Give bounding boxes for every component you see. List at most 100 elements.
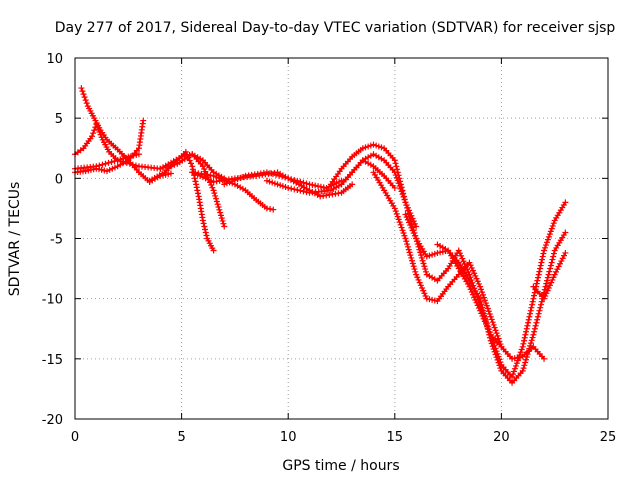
- data-point: [555, 263, 562, 270]
- data-point: [300, 188, 307, 195]
- data-point: [395, 180, 402, 187]
- data-point: [521, 362, 528, 369]
- data-point: [420, 287, 427, 294]
- data-point: [521, 337, 528, 344]
- data-point: [524, 322, 531, 329]
- series-arc12: [338, 151, 505, 350]
- axis-ticks: 0 5 10 15 20 25 -20 -15 -10 -5 0 5 10: [42, 52, 617, 445]
- data-point: [434, 249, 441, 256]
- data-point: [523, 356, 529, 363]
- data-point: [529, 301, 536, 308]
- data-point: [534, 316, 541, 323]
- data-point: [402, 235, 409, 242]
- data-point: [421, 290, 428, 297]
- data-point: [484, 325, 491, 332]
- data-point: [548, 225, 555, 232]
- data-point: [408, 254, 415, 261]
- data-point: [209, 184, 216, 191]
- data-point: [82, 168, 89, 175]
- data-point: [422, 268, 429, 275]
- data-point: [419, 284, 426, 291]
- data-point: [545, 284, 552, 291]
- data-point: [199, 174, 206, 181]
- data-point: [294, 187, 301, 194]
- data-point: [396, 182, 403, 189]
- data-point: [195, 190, 202, 197]
- data-point: [397, 221, 404, 228]
- x-tick-label: 0: [71, 430, 79, 445]
- data-point: [140, 117, 147, 124]
- data-point: [544, 236, 551, 243]
- data-point: [487, 313, 494, 320]
- data-point: [197, 172, 204, 179]
- data-point: [80, 91, 87, 98]
- data-point: [557, 260, 564, 267]
- data-point: [192, 178, 199, 185]
- data-point: [399, 227, 406, 234]
- data-point: [477, 295, 484, 302]
- data-point: [539, 256, 546, 263]
- data-point: [205, 176, 212, 183]
- x-tick-label: 5: [177, 430, 185, 445]
- x-tick-label: 25: [600, 430, 617, 445]
- data-point: [525, 319, 532, 326]
- data-point: [392, 160, 399, 167]
- data-point: [282, 174, 289, 181]
- data-point: [171, 161, 178, 168]
- data-point: [168, 162, 175, 169]
- data-point: [485, 308, 492, 315]
- data-point: [404, 204, 411, 211]
- data-point: [199, 217, 206, 224]
- data-point: [194, 187, 201, 194]
- data-point: [456, 250, 463, 257]
- data-point: [93, 163, 100, 170]
- data-point: [162, 164, 169, 171]
- data-point: [122, 154, 129, 161]
- data-point: [403, 202, 410, 209]
- data-point: [544, 277, 551, 284]
- data-point: [420, 260, 427, 267]
- data-point: [531, 325, 538, 332]
- data-point: [531, 289, 538, 296]
- data-point: [315, 183, 322, 190]
- y-tick-label: -15: [42, 353, 63, 368]
- data-point: [189, 166, 196, 173]
- data-point: [422, 266, 429, 273]
- data-point: [544, 274, 551, 281]
- data-point: [542, 244, 549, 251]
- data-point: [297, 178, 304, 185]
- data-point: [90, 130, 97, 137]
- data-point: [515, 354, 522, 361]
- data-point: [429, 251, 436, 258]
- data-series: [72, 85, 569, 386]
- data-point: [273, 171, 280, 178]
- data-point: [549, 256, 556, 263]
- grid: [75, 58, 608, 419]
- data-point: [521, 334, 528, 341]
- data-point: [473, 299, 480, 306]
- data-point: [320, 184, 327, 191]
- data-point: [491, 348, 498, 355]
- data-point: [516, 352, 523, 359]
- plot-frame: [74, 57, 609, 420]
- data-point: [193, 181, 200, 188]
- data-point: [359, 145, 366, 152]
- data-point: [422, 292, 429, 299]
- data-point: [410, 230, 417, 237]
- data-point: [530, 295, 537, 302]
- data-point: [404, 207, 411, 214]
- data-point: [87, 166, 94, 173]
- data-point: [481, 313, 488, 320]
- chart-title: Day 277 of 2017, Sidereal Day-to-day VTE…: [55, 20, 616, 36]
- x-axis-label: GPS time / hours: [282, 458, 399, 474]
- data-point: [109, 165, 116, 172]
- data-point: [417, 249, 424, 256]
- data-point: [416, 279, 423, 286]
- data-point: [217, 212, 224, 219]
- data-point: [529, 334, 536, 341]
- data-point: [543, 290, 550, 297]
- data-point: [527, 340, 534, 347]
- data-point: [530, 331, 537, 338]
- data-point: [519, 367, 526, 374]
